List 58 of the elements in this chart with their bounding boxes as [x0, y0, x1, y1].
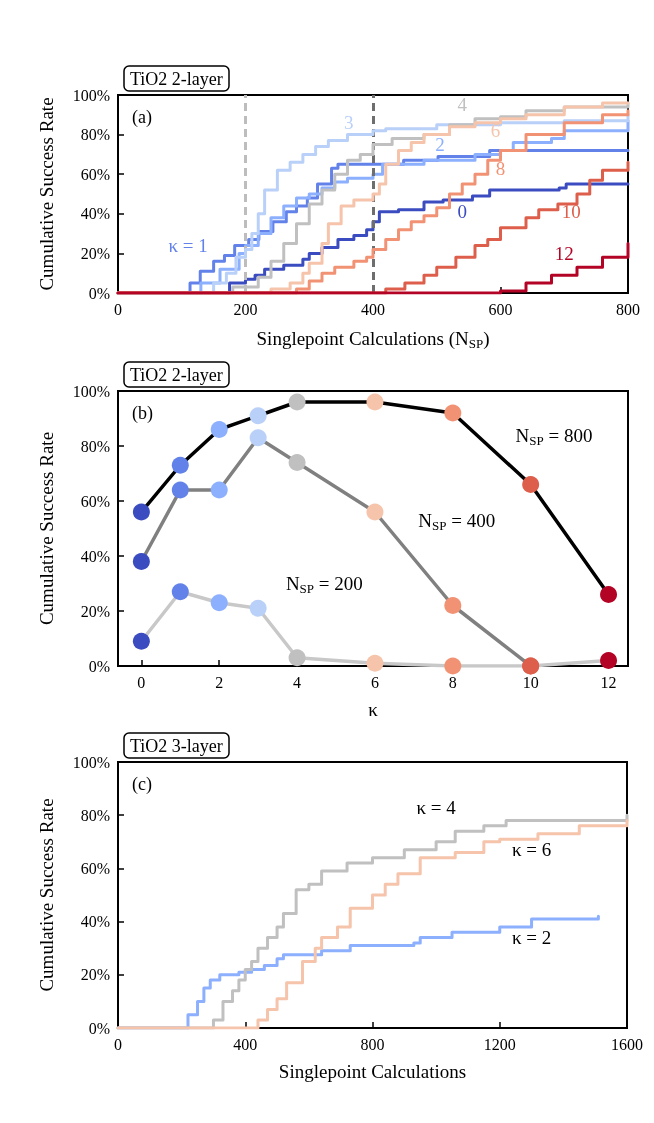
x-tick-label: 1200 — [483, 1035, 516, 1053]
chart-title: TiO2 2-layer — [130, 365, 223, 385]
series-label: 8 — [495, 157, 506, 179]
series-label: 10 — [561, 201, 581, 223]
series-label: 0 — [457, 201, 467, 223]
annotation: (b) — [132, 403, 153, 424]
x-tick-label: 600 — [488, 300, 513, 318]
y-tick-label: 40% — [80, 205, 110, 223]
x-tick-label: 6 — [370, 673, 379, 691]
x-axis-title: κ — [368, 699, 379, 720]
x-tick-label: 12 — [600, 673, 617, 691]
series-label: 2 — [435, 134, 445, 155]
series-label: κ = 6 — [511, 839, 552, 861]
x-axis-title: Singlepoint Calculations — [278, 1061, 467, 1082]
series-label: κ = 1 — [168, 234, 208, 256]
series-label: 3 — [344, 112, 354, 134]
y-tick-label: 20% — [80, 602, 110, 620]
series-label: 4 — [457, 94, 468, 116]
y-tick-label: 60% — [80, 165, 110, 183]
x-tick-label: 400 — [233, 1035, 258, 1053]
series-label: κ = 2 — [511, 927, 552, 949]
y-axis-title: Cumulative Success Rate — [36, 431, 57, 626]
y-tick-label: 20% — [80, 244, 110, 262]
y-tick-label: 80% — [80, 126, 110, 144]
y-tick-label: 60% — [80, 492, 110, 510]
x-tick-label: 800 — [616, 300, 640, 318]
chart-title: TiO2 3-layer — [130, 736, 223, 756]
x-tick-label: 4 — [293, 673, 302, 691]
series-label: 6 — [490, 120, 501, 142]
x-tick-label: 200 — [233, 300, 258, 318]
x-tick-label: 400 — [361, 300, 385, 318]
x-tick-label: 800 — [360, 1035, 385, 1053]
chart-title: TiO2 2-layer — [130, 69, 223, 89]
y-tick-label: 80% — [80, 437, 110, 455]
y-axis-title: Cumulative Success Rate — [36, 97, 57, 291]
x-tick-label: 1600 — [611, 1035, 643, 1053]
annotation: (c) — [132, 774, 152, 795]
y-tick-label: 0% — [88, 657, 110, 675]
y-tick-label: 80% — [80, 806, 110, 824]
series-label: κ = 4 — [416, 796, 457, 818]
y-tick-label: 40% — [80, 547, 110, 565]
y-tick-label: 40% — [80, 913, 110, 931]
x-tick-label: 8 — [448, 673, 457, 691]
y-tick-label: 0% — [88, 284, 110, 302]
y-tick-label: 0% — [88, 1019, 110, 1037]
y-tick-label: 100% — [72, 382, 110, 400]
y-tick-label: 20% — [80, 966, 110, 984]
series-label: 12 — [554, 242, 574, 264]
y-tick-label: 100% — [72, 753, 110, 771]
x-tick-label: 2 — [215, 673, 224, 691]
x-tick-label: 0 — [137, 673, 146, 691]
annotation: (a) — [132, 107, 152, 128]
y-axis-title: Cumulative Success Rate — [36, 798, 57, 992]
x-tick-label: 0 — [114, 1035, 122, 1053]
x-tick-label: 0 — [114, 300, 122, 318]
x-tick-label: 10 — [522, 673, 539, 691]
y-tick-label: 60% — [80, 859, 110, 877]
y-tick-label: 100% — [72, 86, 110, 104]
